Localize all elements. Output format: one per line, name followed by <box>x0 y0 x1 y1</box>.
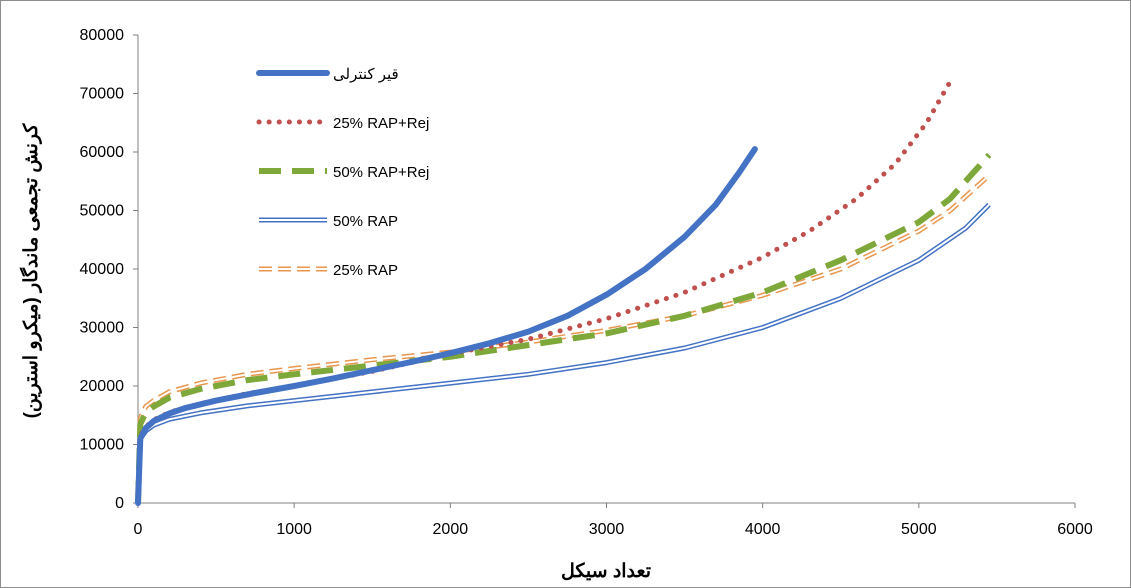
legend-label: 25% RAP <box>333 262 398 279</box>
y-tick-label: 60000 <box>80 144 125 161</box>
x-tick-label: 4000 <box>745 521 781 538</box>
y-tick-label: 40000 <box>80 261 125 278</box>
series-line <box>135 146 758 506</box>
series-layer <box>135 79 992 506</box>
x-tick-label: 1000 <box>276 521 312 538</box>
y-tick-label: 10000 <box>80 437 125 454</box>
x-tick-label: 3000 <box>589 521 625 538</box>
y-tick-label: 50000 <box>80 203 125 220</box>
series-line <box>135 173 991 504</box>
y-tick-label: 70000 <box>80 86 125 103</box>
x-tick-label: 5000 <box>901 521 937 538</box>
y-tick-label: 80000 <box>80 27 125 44</box>
y-axis-title: کرنش تجمعی ماندگار (میکرو استرین) <box>19 123 42 419</box>
legend-label: قیر کنترلی <box>333 66 399 83</box>
x-tick-label: 6000 <box>1057 521 1093 538</box>
legend-label: 25% RAP+Rej <box>333 115 429 132</box>
y-tick-label: 0 <box>115 495 124 512</box>
y-tick-label: 20000 <box>80 378 125 395</box>
legend: قیر کنترلی 25% RAP+Rej 50% RAP+Rej 50% RAP 2… <box>256 66 429 279</box>
x-axis-title: تعداد سیکل <box>561 561 651 582</box>
x-tick-label: 2000 <box>433 521 469 538</box>
y-tick-label: 30000 <box>80 320 125 337</box>
axes: 0100002000030000400005000060000700008000… <box>80 27 1093 538</box>
legend-label: 50% RAP <box>333 213 398 230</box>
legend-label: 50% RAP+Rej <box>333 164 429 181</box>
series-line <box>135 79 953 506</box>
x-tick-label: 0 <box>134 521 143 538</box>
series-line-inner <box>137 174 990 504</box>
series-line <box>135 152 992 504</box>
